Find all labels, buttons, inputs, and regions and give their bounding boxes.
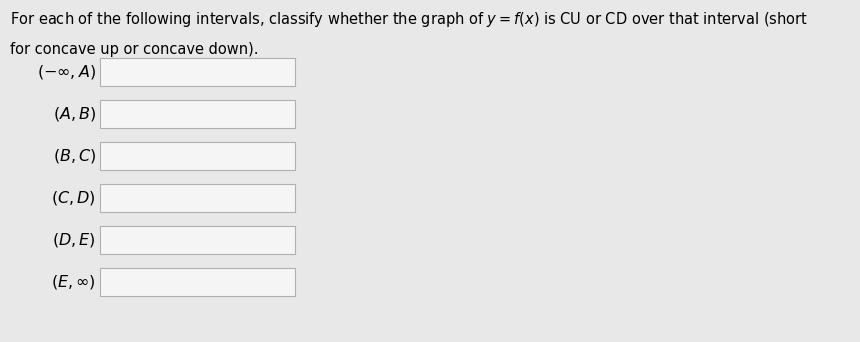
Text: $(B, C)$: $(B, C)$ — [52, 147, 96, 165]
Text: $(D, E)$: $(D, E)$ — [52, 231, 96, 249]
Text: $(C, D)$: $(C, D)$ — [52, 189, 96, 207]
Bar — [100, 100, 295, 128]
Text: For each of the following intervals, classify whether the graph of $y = f(x)$ is: For each of the following intervals, cla… — [10, 10, 808, 29]
Bar — [100, 142, 295, 170]
Bar — [100, 268, 295, 296]
Text: for concave up or concave down).: for concave up or concave down). — [10, 42, 259, 57]
Bar — [100, 226, 295, 254]
Bar — [100, 58, 295, 86]
Text: $(A, B)$: $(A, B)$ — [52, 105, 96, 123]
Text: $(E, \infty)$: $(E, \infty)$ — [52, 273, 96, 291]
Bar — [100, 184, 295, 212]
Text: $(-\infty, A)$: $(-\infty, A)$ — [37, 63, 96, 81]
